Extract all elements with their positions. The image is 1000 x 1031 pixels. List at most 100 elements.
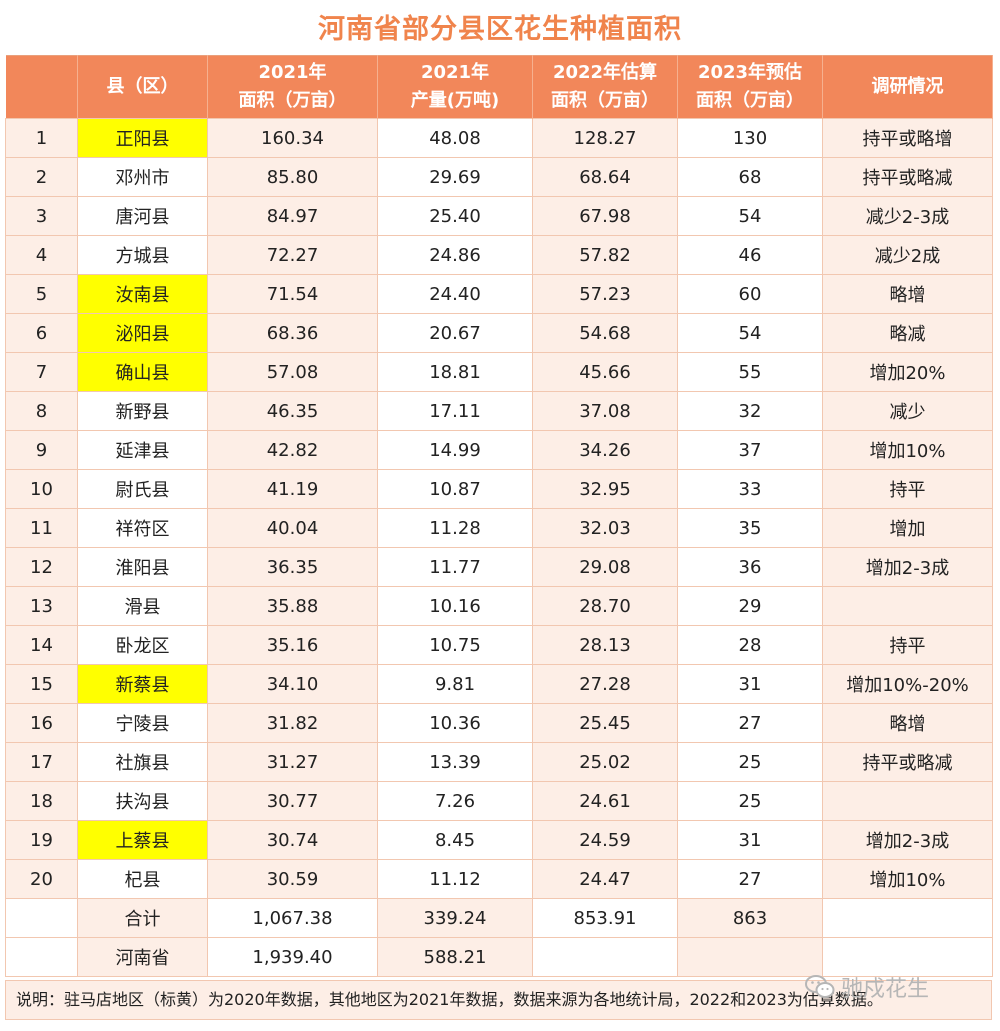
header-production-2021-line1: 2021年 — [420, 62, 490, 83]
cell-survey-note: 持平或略增 — [822, 118, 993, 158]
cell-area-2022: 27.28 — [532, 664, 678, 704]
province-index — [5, 937, 78, 977]
cell-production-2021: 13.39 — [377, 742, 533, 782]
table-row: 17 社旗县 31.27 13.39 25.02 25 持平或略减 — [5, 742, 993, 782]
cell-area-2021: 85.80 — [207, 157, 378, 197]
cell-area-2021: 31.82 — [207, 703, 378, 743]
totals-area-2021: 1,067.38 — [207, 898, 378, 938]
header-production-2021: 2021年 产量(万吨) — [377, 55, 533, 119]
cell-area-2023: 27 — [677, 703, 823, 743]
table-row: 8 新野县 46.35 17.11 37.08 32 减少 — [5, 391, 993, 431]
table-row: 15 新蔡县 34.10 9.81 27.28 31 增加10%-20% — [5, 664, 993, 704]
cell-area-2021: 30.77 — [207, 781, 378, 821]
cell-survey-note — [822, 586, 993, 626]
cell-production-2021: 48.08 — [377, 118, 533, 158]
cell-production-2021: 11.77 — [377, 547, 533, 587]
cell-county: 唐河县 — [77, 196, 208, 236]
watermark: 驰戍花生 — [805, 972, 929, 1002]
table-row: 3 唐河县 84.97 25.40 67.98 54 减少2-3成 — [5, 196, 993, 236]
cell-area-2021: 68.36 — [207, 313, 378, 353]
table-row: 19 上蔡县 30.74 8.45 24.59 31 增加2-3成 — [5, 820, 993, 860]
table-row: 10 尉氏县 41.19 10.87 32.95 33 持平 — [5, 469, 993, 509]
totals-index — [5, 898, 78, 938]
cell-survey-note: 持平 — [822, 469, 993, 509]
cell-area-2021: 46.35 — [207, 391, 378, 431]
province-label: 河南省 — [77, 937, 208, 977]
cell-area-2022: 32.03 — [532, 508, 678, 548]
cell-area-2022: 25.45 — [532, 703, 678, 743]
cell-county: 正阳县 — [77, 118, 208, 158]
header-area-2022: 2022年估算 面积（万亩） — [532, 55, 678, 119]
cell-production-2021: 29.69 — [377, 157, 533, 197]
totals-row: 合计 1,067.38 339.24 853.91 863 — [5, 898, 993, 938]
cell-index: 8 — [5, 391, 78, 431]
cell-production-2021: 11.28 — [377, 508, 533, 548]
cell-area-2023: 33 — [677, 469, 823, 509]
cell-production-2021: 18.81 — [377, 352, 533, 392]
cell-area-2023: 28 — [677, 625, 823, 665]
cell-index: 1 — [5, 118, 78, 158]
cell-area-2021: 160.34 — [207, 118, 378, 158]
cell-area-2021: 57.08 — [207, 352, 378, 392]
cell-index: 4 — [5, 235, 78, 275]
header-area-2022-line2: 面积（万亩） — [551, 90, 659, 111]
cell-survey-note: 减少2成 — [822, 235, 993, 275]
cell-county: 尉氏县 — [77, 469, 208, 509]
cell-index: 2 — [5, 157, 78, 197]
cell-survey-note: 增加10%-20% — [822, 664, 993, 704]
cell-county: 社旗县 — [77, 742, 208, 782]
cell-area-2023: 25 — [677, 742, 823, 782]
cell-area-2022: 32.95 — [532, 469, 678, 509]
cell-production-2021: 14.99 — [377, 430, 533, 470]
cell-area-2023: 25 — [677, 781, 823, 821]
table-row: 13 滑县 35.88 10.16 28.70 29 — [5, 586, 993, 626]
cell-production-2021: 20.67 — [377, 313, 533, 353]
cell-area-2022: 29.08 — [532, 547, 678, 587]
cell-index: 10 — [5, 469, 78, 509]
table-row: 16 宁陵县 31.82 10.36 25.45 27 略增 — [5, 703, 993, 743]
cell-survey-note: 持平 — [822, 625, 993, 665]
header-area-2021-line2: 面积（万亩） — [238, 90, 347, 111]
cell-area-2023: 29 — [677, 586, 823, 626]
province-note — [822, 937, 993, 977]
cell-area-2023: 27 — [677, 859, 823, 899]
cell-area-2022: 24.61 — [532, 781, 678, 821]
cell-production-2021: 10.75 — [377, 625, 533, 665]
totals-note — [822, 898, 993, 938]
cell-county: 宁陵县 — [77, 703, 208, 743]
header-index — [5, 55, 78, 119]
totals-area-2022: 853.91 — [532, 898, 678, 938]
cell-county: 扶沟县 — [77, 781, 208, 821]
cell-area-2021: 34.10 — [207, 664, 378, 704]
cell-county: 方城县 — [77, 235, 208, 275]
peanut-area-table: 县（区） 2021年 面积（万亩） 2021年 产量(万吨) 2022年估算 面… — [5, 55, 993, 977]
cell-area-2021: 72.27 — [207, 235, 378, 275]
cell-area-2022: 54.68 — [532, 313, 678, 353]
cell-survey-note: 增加10% — [822, 859, 993, 899]
cell-index: 3 — [5, 196, 78, 236]
cell-survey-note — [822, 781, 993, 821]
header-area-2021-line1: 2021年 — [258, 62, 327, 83]
cell-area-2023: 54 — [677, 313, 823, 353]
table-row: 11 祥符区 40.04 11.28 32.03 35 增加 — [5, 508, 993, 548]
cell-survey-note: 减少2-3成 — [822, 196, 993, 236]
table-row: 20 杞县 30.59 11.12 24.47 27 增加10% — [5, 859, 993, 899]
province-area-2021: 1,939.40 — [207, 937, 378, 977]
cell-area-2022: 128.27 — [532, 118, 678, 158]
cell-survey-note: 增加 — [822, 508, 993, 548]
cell-production-2021: 11.12 — [377, 859, 533, 899]
cell-area-2022: 34.26 — [532, 430, 678, 470]
cell-county: 新蔡县 — [77, 664, 208, 704]
cell-survey-note: 持平或略减 — [822, 157, 993, 197]
footnote: 说明：驻马店地区（标黄）为2020年数据，其他地区为2021年数据，数据来源为各… — [5, 980, 992, 1020]
header-production-2021-line2: 产量(万吨) — [410, 90, 500, 111]
cell-area-2022: 28.13 — [532, 625, 678, 665]
cell-county: 上蔡县 — [77, 820, 208, 860]
table-row: 9 延津县 42.82 14.99 34.26 37 增加10% — [5, 430, 993, 470]
cell-county: 卧龙区 — [77, 625, 208, 665]
cell-area-2021: 31.27 — [207, 742, 378, 782]
cell-index: 5 — [5, 274, 78, 314]
cell-county: 新野县 — [77, 391, 208, 431]
cell-production-2021: 25.40 — [377, 196, 533, 236]
cell-area-2023: 54 — [677, 196, 823, 236]
